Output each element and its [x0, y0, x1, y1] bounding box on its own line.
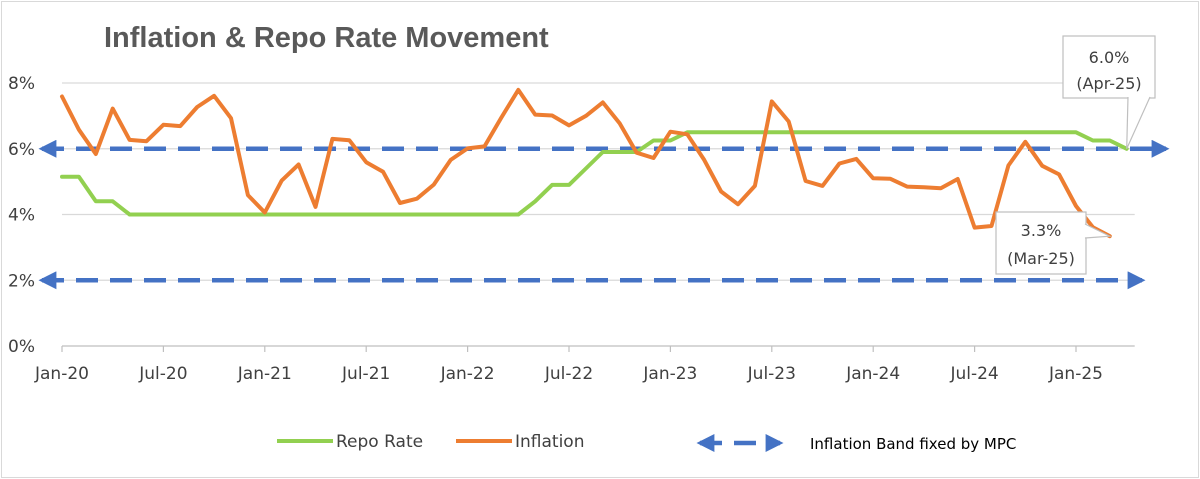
- callout-repo-date: (Apr-25): [1076, 74, 1141, 93]
- x-tick-label: Jul-20: [138, 364, 187, 384]
- x-tick-label: Jan-20: [34, 364, 89, 384]
- x-tick-label: Jul-21: [341, 364, 390, 384]
- y-axis-ticks: 0% 2% 4% 6% 8%: [8, 74, 35, 357]
- callout-repo-rate: 6.0% (Apr-25): [1062, 35, 1156, 150]
- x-tick-label: Jan-21: [237, 364, 292, 384]
- inflation-line: [60, 87, 1112, 239]
- y-tick-label: 2%: [8, 271, 35, 291]
- y-tick-label: 6%: [8, 140, 35, 160]
- series-lines: [60, 87, 1129, 239]
- callout-repo-pointer: [1126, 96, 1151, 150]
- callout-inflation-box: [995, 211, 1087, 275]
- x-tick-label: Jan-24: [845, 364, 900, 384]
- repo-rate-line: [60, 130, 1129, 217]
- legend-item-inflation-band: Inflation Band fixed by MPC: [696, 434, 1016, 453]
- legend-item-repo-rate: Repo Rate: [277, 432, 423, 452]
- legend-item-inflation: Inflation: [456, 432, 584, 452]
- chart-title: Inflation & Repo Rate Movement: [104, 22, 549, 54]
- x-tick-label: Jan-25: [1048, 364, 1103, 384]
- y-tick-label: 4%: [8, 206, 35, 226]
- legend-band-label: Inflation Band fixed by MPC: [810, 435, 1016, 453]
- x-tick-label: Jan-22: [440, 364, 495, 384]
- x-tick-label: Jan-23: [642, 364, 697, 384]
- legend: Repo Rate Inflation Inflation Band fixed…: [277, 432, 1016, 453]
- callout-repo-box: [1062, 35, 1156, 99]
- legend-repo-label: Repo Rate: [336, 432, 423, 452]
- x-tick-label: Jul-22: [544, 364, 593, 384]
- callout-inflation-date: (Mar-25): [1007, 249, 1075, 268]
- callout-inflation-pointer: [1084, 223, 1113, 239]
- callout-inflation: 3.3% (Mar-25): [995, 211, 1113, 275]
- callout-repo-value: 6.0%: [1089, 48, 1130, 67]
- x-tick-label: Jul-24: [949, 364, 998, 384]
- legend-inflation-label: Inflation: [515, 432, 584, 452]
- callout-inflation-value: 3.3%: [1021, 221, 1062, 240]
- y-tick-label: 0%: [8, 337, 35, 357]
- y-tick-label: 8%: [8, 74, 35, 94]
- x-tick-label: Jul-23: [747, 364, 796, 384]
- inflation-bands: [38, 139, 1170, 290]
- x-axis-ticks: Jan-20 Jul-20 Jan-21 Jul-21 Jan-22 Jul-22 Jan-…: [34, 346, 1103, 384]
